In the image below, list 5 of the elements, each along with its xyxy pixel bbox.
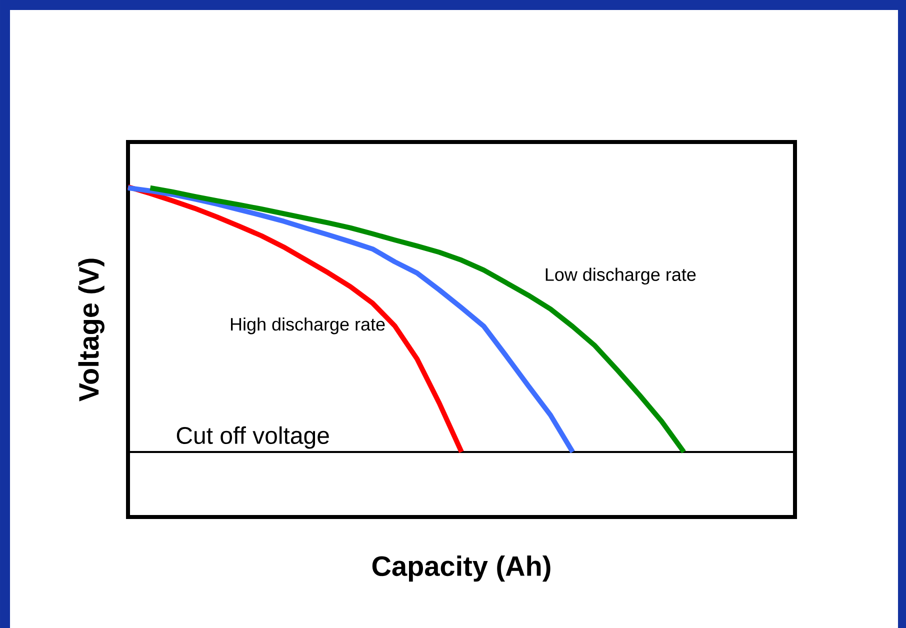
series-label: Low discharge rate [546,268,696,285]
x-axis-title: Capacity (Ah) [372,556,550,582]
ref-line-label: Cut off voltage [176,426,329,449]
y-axis-title: Voltage (V) [78,258,104,402]
series-label: High discharge rate [230,317,385,334]
